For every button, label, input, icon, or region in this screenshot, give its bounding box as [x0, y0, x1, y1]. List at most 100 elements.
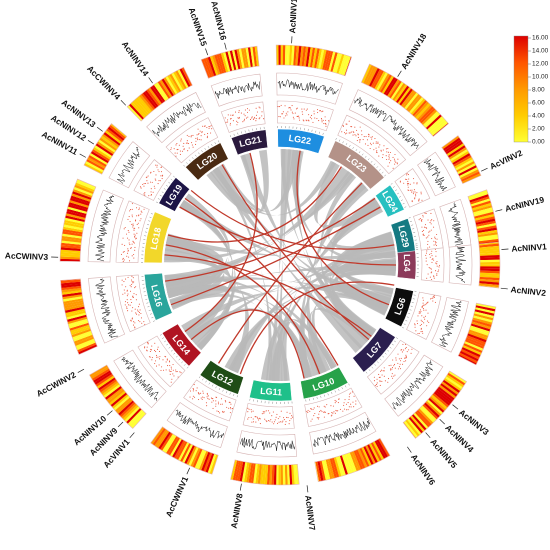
- scatter-point: [349, 406, 350, 407]
- scatter-point: [422, 321, 423, 322]
- scatter-point: [286, 113, 287, 114]
- scatter-point: [278, 116, 279, 117]
- scatter-point: [376, 141, 377, 142]
- scatter-point: [193, 388, 194, 389]
- scale-tick: [362, 154, 363, 156]
- gene-tick: [453, 405, 458, 409]
- scatter-point: [147, 183, 148, 184]
- scatter-point: [278, 418, 279, 419]
- scatter-point: [411, 349, 412, 350]
- scatter-point: [253, 411, 254, 412]
- scatter-point: [411, 353, 412, 354]
- scatter-point: [437, 271, 438, 272]
- scatter-point: [134, 327, 135, 328]
- scatter-point: [383, 370, 384, 371]
- scatter-point: [132, 244, 133, 245]
- heat-cell: [276, 465, 279, 485]
- scatter-point: [306, 110, 307, 111]
- scatter-point: [136, 299, 137, 300]
- scatter-point: [426, 278, 427, 279]
- scatter-point: [144, 347, 145, 348]
- scatter-point: [436, 273, 437, 274]
- scatter-point: [431, 223, 432, 224]
- scatter-point: [198, 393, 199, 394]
- scatter-point: [307, 109, 308, 110]
- scatter-point: [133, 293, 134, 294]
- scatter-point: [437, 266, 438, 267]
- scatter-point: [433, 276, 434, 277]
- scale-tick: [149, 310, 151, 311]
- scatter-point: [148, 195, 149, 196]
- scatter-point: [313, 409, 314, 410]
- scatter-point: [251, 417, 252, 418]
- scatter-point: [141, 211, 142, 212]
- scatter-point: [291, 415, 292, 416]
- scatter-point: [371, 144, 372, 145]
- scatter-point: [247, 112, 248, 113]
- scale-tick: [349, 384, 350, 386]
- heat-cell: [281, 45, 283, 65]
- scatter-point: [194, 397, 195, 398]
- gene-tick: [118, 422, 123, 427]
- scatter-point: [321, 119, 322, 120]
- scatter-point: [161, 171, 162, 172]
- scatter-point: [230, 124, 231, 125]
- scatter-point: [227, 119, 228, 120]
- scatter-point: [155, 360, 156, 361]
- scatter-point: [198, 133, 199, 134]
- scatter-point: [421, 227, 422, 228]
- scatter-point: [420, 218, 421, 219]
- heat-cell: [480, 264, 500, 266]
- scatter-point: [358, 134, 359, 135]
- scatter-point: [207, 136, 208, 137]
- scatter-point: [428, 232, 429, 233]
- scatter-point: [320, 410, 321, 411]
- scatter-point: [211, 128, 212, 129]
- scatter-point: [133, 230, 134, 231]
- scatter-point: [430, 222, 431, 223]
- scatter-point: [263, 413, 264, 414]
- scatter-point: [420, 331, 421, 332]
- scatter-point: [237, 117, 238, 118]
- scatter-point: [335, 413, 336, 414]
- gene-tick: [187, 468, 190, 474]
- scale-tick: [198, 153, 199, 155]
- scatter-point: [230, 408, 231, 409]
- scatter-point: [137, 224, 138, 225]
- scatter-point: [319, 406, 320, 407]
- scatter-point: [137, 309, 138, 310]
- scatter-point: [360, 139, 361, 140]
- scatter-point: [408, 178, 409, 179]
- scatter-point: [352, 135, 353, 136]
- scatter-point: [328, 120, 329, 121]
- scatter-point: [197, 134, 198, 135]
- gene-label: AcNINV8: [229, 492, 245, 529]
- gene-label: AcCWINV3: [5, 250, 49, 262]
- scale-tick: [201, 150, 202, 152]
- scatter-point: [200, 393, 201, 394]
- scale-tick: [212, 385, 213, 387]
- gene-label: AcNINV1: [511, 241, 547, 253]
- scatter-point: [423, 300, 424, 301]
- scatter-point: [414, 189, 415, 190]
- scatter-point: [127, 248, 128, 249]
- scatter-point: [319, 411, 320, 412]
- scatter-point: [169, 370, 170, 371]
- scatter-point: [304, 109, 305, 110]
- scatter-point: [129, 260, 130, 261]
- scatter-point: [421, 329, 422, 330]
- scatter-point: [249, 409, 250, 410]
- scatter-track-frame: [243, 403, 294, 429]
- scatter-point: [378, 147, 379, 148]
- scatter-point: [370, 137, 371, 138]
- scatter-point: [255, 416, 256, 417]
- scatter-point: [237, 122, 238, 123]
- scatter-point: [349, 396, 350, 397]
- scatter-point: [426, 237, 427, 238]
- scatter-point: [430, 277, 431, 278]
- scatter-point: [322, 121, 323, 122]
- heat-cell: [278, 45, 280, 65]
- scatter-point: [276, 414, 277, 415]
- legend-tick-label: 14.00: [532, 48, 549, 55]
- scatter-point: [150, 182, 151, 183]
